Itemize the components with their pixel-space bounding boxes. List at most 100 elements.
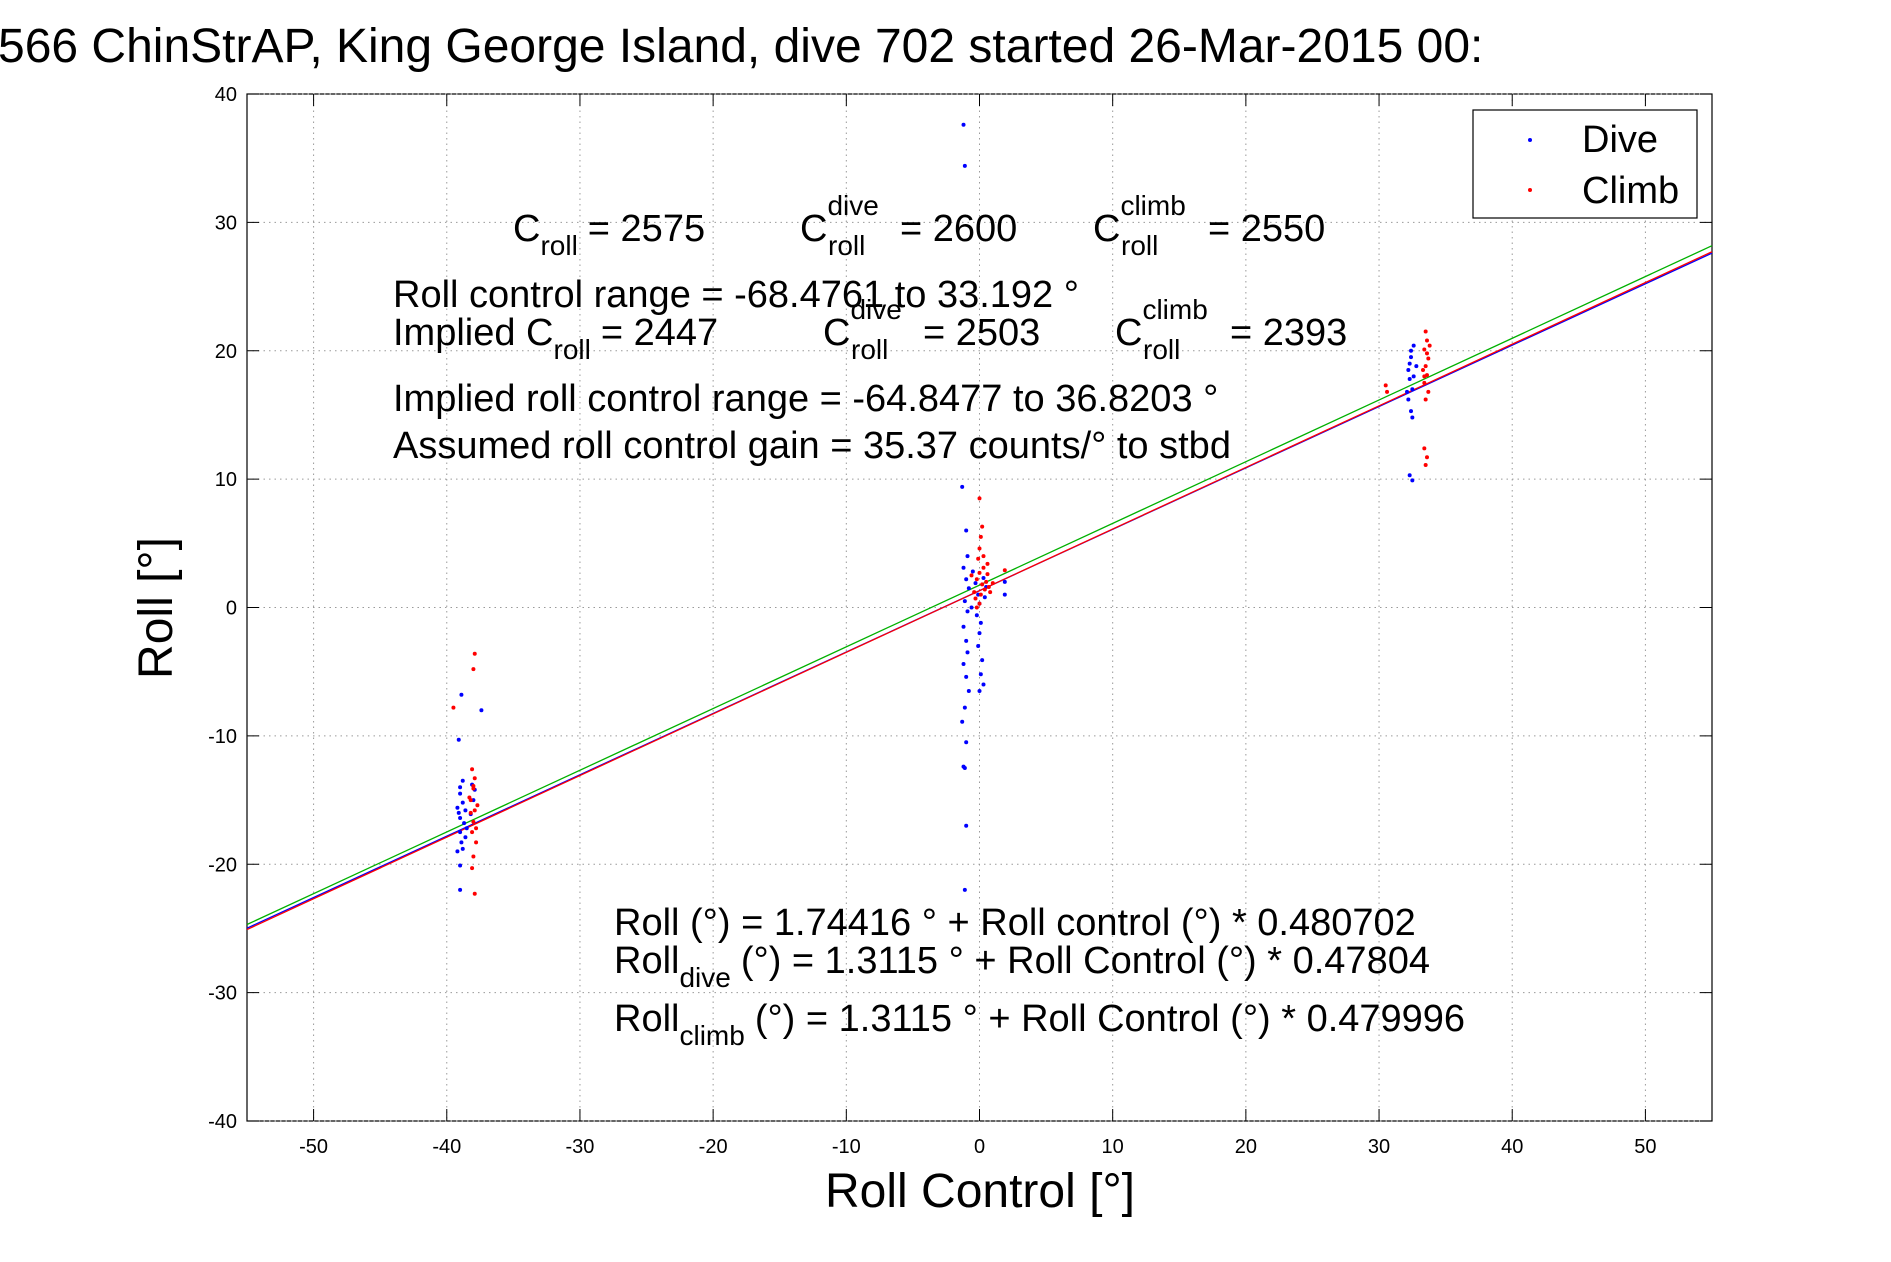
climb-point bbox=[978, 534, 983, 539]
dive-point bbox=[458, 816, 463, 821]
climb-point bbox=[985, 572, 990, 577]
annotations: Croll = 2575 Cdive roll = 2600 Cclimb rol… bbox=[393, 190, 1465, 1051]
y-tick-label: 10 bbox=[215, 469, 237, 491]
climb-point bbox=[972, 590, 977, 595]
climb-point bbox=[982, 587, 987, 592]
dive-point bbox=[458, 830, 463, 835]
climb-point bbox=[1422, 347, 1427, 352]
implied-c-climb-annotation: Cclimb bbox=[1115, 294, 1208, 354]
x-tick-label: 30 bbox=[1368, 1136, 1390, 1158]
dive-point bbox=[459, 840, 464, 845]
dive-point bbox=[1407, 376, 1412, 381]
implied-c-climb-value: = 2393 bbox=[1230, 312, 1347, 354]
implied-c-dive-value: = 2503 bbox=[923, 312, 1040, 354]
dive-point bbox=[1406, 397, 1411, 402]
dive-point bbox=[456, 737, 461, 742]
dive-point bbox=[460, 778, 465, 783]
legend: Dive Climb bbox=[1472, 109, 1698, 219]
climb-point bbox=[472, 891, 477, 896]
climb-point bbox=[1426, 389, 1431, 394]
dive-point bbox=[981, 575, 986, 580]
dive-point bbox=[974, 613, 979, 618]
dive-point bbox=[962, 599, 967, 604]
climb-point bbox=[451, 705, 456, 710]
y-axis-ticks: -40 -30 -20 -10 0 10 20 30 40 bbox=[208, 84, 1712, 1133]
fit-lines bbox=[246, 245, 1713, 931]
c-dive-annotation: Cdive bbox=[800, 190, 879, 250]
dive-point bbox=[982, 595, 987, 600]
climb-point bbox=[1427, 343, 1432, 348]
x-tick-label: 0 bbox=[974, 1136, 985, 1158]
roll-control-range: Roll control range = -68.4761 to 33.192 … bbox=[393, 274, 1079, 316]
dive-point bbox=[965, 650, 970, 655]
climb-point bbox=[1422, 374, 1427, 379]
climb-point bbox=[984, 579, 989, 584]
dive-point bbox=[1411, 343, 1416, 348]
dive-point bbox=[962, 887, 967, 892]
x-tick-label: -10 bbox=[832, 1136, 861, 1158]
dive-point bbox=[455, 805, 460, 810]
dive-point bbox=[1002, 579, 1007, 584]
climb-point bbox=[977, 570, 982, 575]
dive-point bbox=[462, 821, 467, 826]
climb-point bbox=[470, 866, 475, 871]
climb-point bbox=[1424, 351, 1429, 356]
climb-point bbox=[980, 582, 985, 587]
x-axis-label: Roll Control [°] bbox=[825, 1165, 1135, 1218]
climb-point bbox=[1423, 329, 1428, 334]
legend-climb-label: Climb bbox=[1582, 170, 1679, 212]
dive-point bbox=[459, 692, 464, 697]
climb-point bbox=[1423, 397, 1428, 402]
dive-point bbox=[1002, 592, 1007, 597]
x-tick-label: 10 bbox=[1102, 1136, 1124, 1158]
climb-point bbox=[472, 651, 477, 656]
fit-line bbox=[246, 245, 1713, 926]
dive-point bbox=[980, 658, 985, 663]
climb-point bbox=[475, 803, 480, 808]
climb-point bbox=[471, 819, 476, 824]
dive-point bbox=[464, 826, 469, 831]
climb-point bbox=[981, 554, 986, 559]
x-tick-label: 40 bbox=[1501, 1136, 1523, 1158]
dive-point bbox=[1410, 478, 1415, 483]
dive-point bbox=[964, 528, 969, 533]
dive-point bbox=[977, 688, 982, 693]
climb-point bbox=[990, 581, 995, 586]
dive-point bbox=[962, 705, 967, 710]
dive-point bbox=[458, 863, 463, 868]
legend-dive-marker bbox=[1528, 138, 1532, 142]
dive-point bbox=[1409, 409, 1414, 414]
dive-point bbox=[978, 620, 983, 625]
climb-point bbox=[969, 573, 974, 578]
dive-point bbox=[463, 835, 468, 840]
implied-roll-control-range: Implied roll control range = -64.8477 to… bbox=[393, 378, 1218, 420]
y-tick-label: 30 bbox=[215, 212, 237, 234]
dive-point bbox=[1409, 348, 1414, 353]
climb-point bbox=[471, 667, 476, 672]
dive-point bbox=[458, 785, 463, 790]
climb-point bbox=[471, 854, 476, 859]
dive-point bbox=[964, 674, 969, 679]
dive-point bbox=[458, 887, 463, 892]
dive-point bbox=[1409, 355, 1414, 360]
implied-c-dive-annotation: Cdive bbox=[823, 294, 902, 354]
c-climb-sub: roll bbox=[1121, 230, 1158, 261]
dive-point bbox=[962, 765, 967, 770]
dive-point bbox=[961, 565, 966, 570]
legend-dive-label: Dive bbox=[1582, 119, 1658, 161]
plot-area: -50 -40 -30 -20 -10 0 10 20 30 40 50 -40 -30 -20 -10 0… bbox=[208, 84, 1713, 1158]
c-dive-sub: roll bbox=[828, 230, 865, 261]
fit-equation-climb: Rollclimb (°) = 1.3115 ° + Roll Control (… bbox=[614, 998, 1465, 1051]
climb-point bbox=[1385, 389, 1390, 394]
x-axis-ticks: -50 -40 -30 -20 -10 0 10 20 30 40 50 bbox=[299, 94, 1657, 1158]
dive-point bbox=[479, 708, 484, 713]
dive-point bbox=[1407, 473, 1412, 478]
climb-point bbox=[988, 590, 993, 595]
x-tick-label: 20 bbox=[1235, 1136, 1257, 1158]
climb-point bbox=[978, 592, 983, 597]
climb-point bbox=[986, 584, 991, 589]
dive-point bbox=[1410, 415, 1415, 420]
climb-point bbox=[980, 524, 985, 529]
dive-point bbox=[458, 791, 463, 796]
